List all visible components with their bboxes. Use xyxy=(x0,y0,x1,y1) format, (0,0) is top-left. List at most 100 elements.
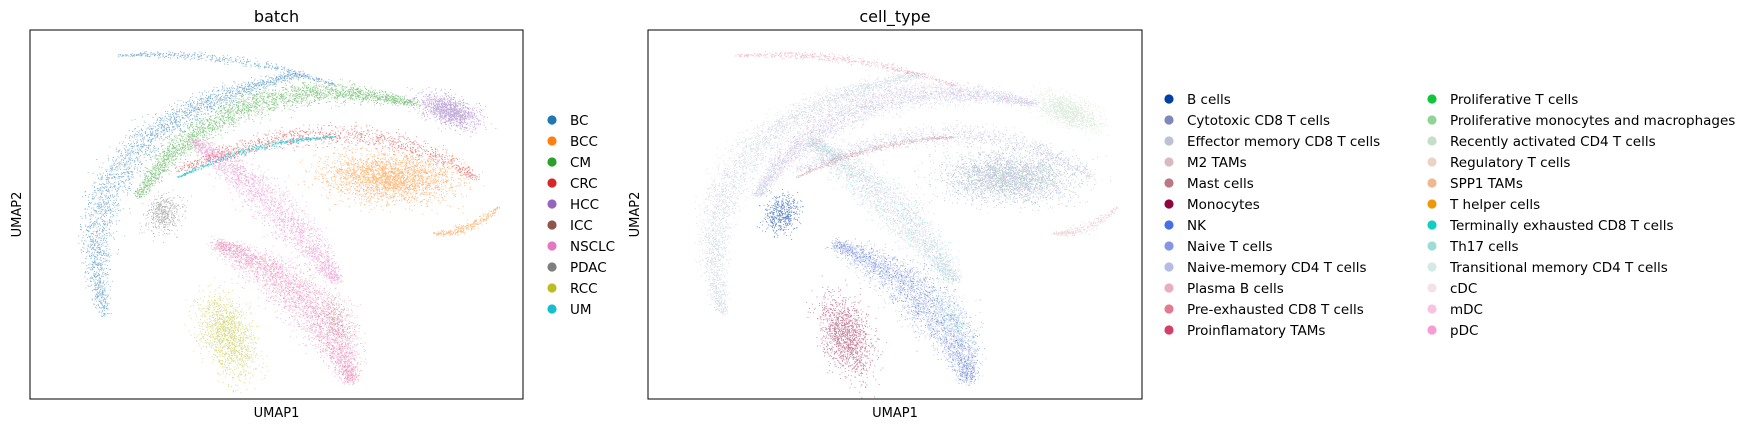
legend-marker xyxy=(1427,115,1437,125)
panel-batch-frame xyxy=(29,29,524,400)
legend-marker xyxy=(1427,241,1437,251)
scatter-cloud xyxy=(752,77,1035,197)
legend-label: Mast cells xyxy=(1187,176,1254,192)
legend-marker xyxy=(1427,283,1437,293)
legend-marker xyxy=(1427,136,1437,146)
panel-batch-xlabel: UMAP1 xyxy=(254,406,300,421)
legend-marker xyxy=(1427,262,1437,272)
legend-label: Proliferative monocytes and macrophages xyxy=(1450,113,1735,129)
legend-label: Terminally exhausted CD8 T cells xyxy=(1449,218,1674,234)
scatter-cloud xyxy=(314,273,360,353)
legend-marker xyxy=(1427,199,1437,209)
legend-marker xyxy=(547,199,557,209)
legend-label: Monocytes xyxy=(1187,197,1260,213)
scatter-cloud xyxy=(287,141,485,215)
legend-marker xyxy=(1427,94,1437,104)
legend-marker xyxy=(547,157,557,167)
scatter-cloud xyxy=(756,188,804,240)
legend-label: RCC xyxy=(570,281,598,297)
scatter-cloud xyxy=(932,279,979,354)
scatter-cloud xyxy=(914,139,1111,213)
legend-label: Naive T cells xyxy=(1187,239,1273,255)
panel-cell-type-xlabel: UMAP1 xyxy=(872,406,918,421)
legend-marker xyxy=(1164,262,1174,272)
legend-label: Cytotoxic CD8 T cells xyxy=(1187,113,1330,129)
scatter-cloud xyxy=(1052,206,1119,238)
legend-marker xyxy=(547,283,557,293)
legend-marker xyxy=(1164,283,1174,293)
legend-marker xyxy=(1164,241,1174,251)
scatter-cloud xyxy=(699,71,921,316)
scatter-cloud xyxy=(796,135,956,178)
legend-marker xyxy=(1427,304,1437,314)
legend-marker xyxy=(1164,178,1174,188)
legend-label: BC xyxy=(570,113,588,129)
scatter-cloud xyxy=(824,237,987,386)
legend-marker xyxy=(1427,220,1437,230)
legend-label: PDAC xyxy=(570,260,607,276)
legend-marker xyxy=(1164,157,1174,167)
legend-label: Proliferative T cells xyxy=(1450,92,1578,108)
legend-label: pDC xyxy=(1450,323,1478,339)
panel-cell-type-ylabel: UMAP2 xyxy=(628,192,643,238)
scatter-cloud xyxy=(694,71,926,316)
legend-label: ICC xyxy=(570,218,593,234)
scatter-cloud xyxy=(804,138,962,286)
scatter-cloud xyxy=(206,235,366,385)
panel-cell-type-title: cell_type xyxy=(859,7,930,27)
scatter-cloud xyxy=(404,86,497,138)
panel-cell-type-legend: B cells Cytotoxic CD8 T cells Effector mem… xyxy=(1164,92,1735,339)
scatter-cloud xyxy=(808,138,960,282)
legend-label: T helper cells xyxy=(1449,197,1540,213)
scatter-cloud xyxy=(176,121,480,181)
scatter-cloud xyxy=(176,135,336,178)
scatter-cloud xyxy=(118,50,336,86)
legend-label: SPP1 TAMs xyxy=(1450,176,1523,192)
legend-label: NSCLC xyxy=(570,239,615,255)
scatter-cloud xyxy=(750,78,1040,199)
scatter-cloud xyxy=(139,189,192,243)
scatter-cloud xyxy=(78,70,307,317)
legend-label: Th17 cells xyxy=(1449,239,1519,255)
legend-marker xyxy=(547,304,557,314)
scatter-cloud xyxy=(1019,83,1109,140)
panel-batch: batch UMAP1 UMAP2 BC BCC CM CRC HCC ICC NSCLC P… xyxy=(10,7,615,421)
legend-label: B cells xyxy=(1187,92,1231,108)
legend-label: Plasma B cells xyxy=(1187,281,1284,297)
legend-marker xyxy=(1427,178,1437,188)
legend-label: CRC xyxy=(570,176,598,192)
panel-batch-ylabel: UMAP2 xyxy=(10,192,25,238)
legend-label: Pre-exhausted CD8 T cells xyxy=(1187,302,1364,318)
legend-marker xyxy=(1164,115,1174,125)
legend-marker xyxy=(1164,220,1174,230)
panel-batch-title: batch xyxy=(254,7,299,26)
legend-marker xyxy=(1164,199,1174,209)
legend-label: Effector memory CD8 T cells xyxy=(1187,134,1380,150)
legend-label: mDC xyxy=(1450,302,1483,318)
legend-label: cDC xyxy=(1450,281,1477,297)
legend-marker xyxy=(1164,136,1174,146)
panel-cell-type: cell_type UMAP1 UMAP2 B cells Cytotoxic C… xyxy=(628,7,1735,421)
legend-label: UM xyxy=(570,302,592,318)
legend-marker xyxy=(547,178,557,188)
scatter-cloud xyxy=(133,78,421,199)
legend-marker xyxy=(1164,325,1174,335)
legend-label: NK xyxy=(1187,218,1207,234)
legend-marker xyxy=(547,115,557,125)
panel-batch-points xyxy=(78,50,500,394)
legend-label: BCC xyxy=(570,134,598,150)
legend-label: Naive-memory CD4 T cells xyxy=(1187,260,1367,276)
legend-marker xyxy=(547,136,557,146)
legend-label: Transitional memory CD4 T cells xyxy=(1449,260,1668,276)
legend-marker xyxy=(547,241,557,251)
legend-marker xyxy=(1164,304,1174,314)
legend-label: Proinflamatory TAMs xyxy=(1187,323,1325,339)
scatter-cloud xyxy=(433,206,500,238)
scatter-cloud xyxy=(735,50,956,87)
legend-marker xyxy=(547,262,557,272)
panel-cell-type-points xyxy=(694,50,1119,399)
legend-label: HCC xyxy=(570,197,599,213)
scatter-cloud xyxy=(826,238,985,386)
legend-label: Recently activated CD4 T cells xyxy=(1450,134,1656,150)
panel-batch-legend: BC BCC CM CRC HCC ICC NSCLC PDAC RCC UM xyxy=(547,113,615,318)
